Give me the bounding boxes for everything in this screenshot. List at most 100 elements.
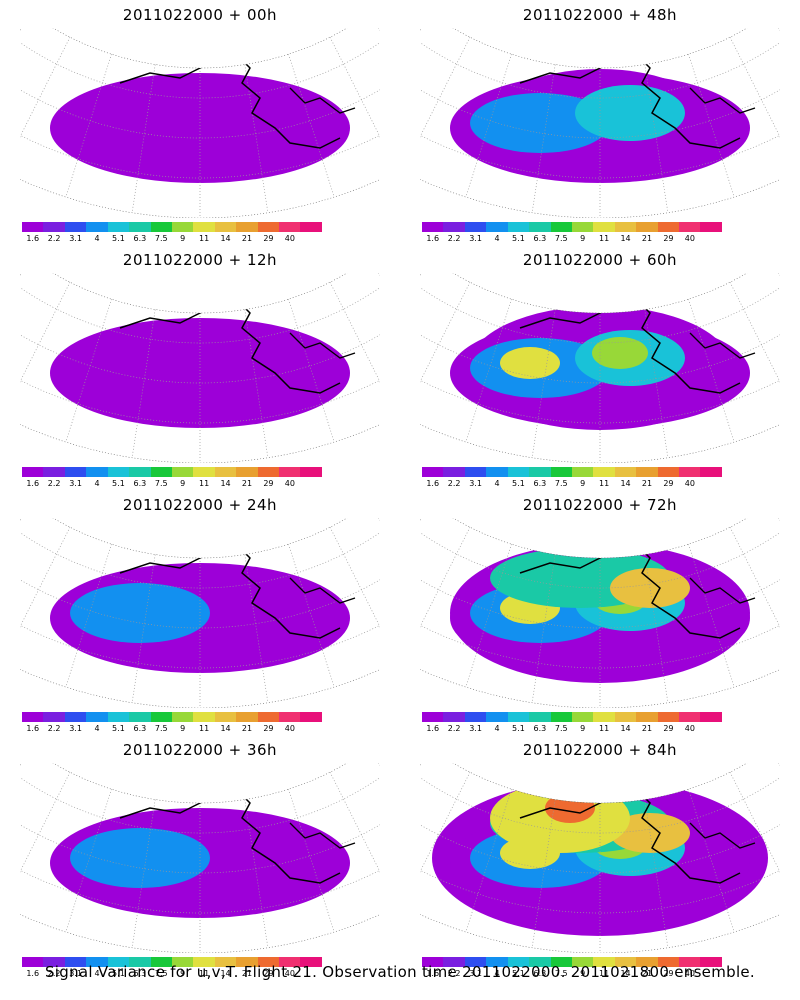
colorbar-swatch [150, 467, 172, 477]
longitude-line [465, 544, 512, 688]
colorbar-tick-label: 11 [599, 479, 610, 488]
longitude-line [288, 789, 335, 933]
longitude-line [288, 299, 335, 443]
colorbar-swatch [614, 222, 637, 232]
colorbar-tick-label: 1.6 [26, 969, 40, 978]
colorbar-swatch [22, 957, 44, 967]
colorbar-tick-label: 21 [641, 969, 653, 978]
colorbar-swatch [22, 222, 44, 232]
colorbar-swatch [300, 957, 322, 967]
colorbar-swatch [236, 957, 258, 967]
colorbar-tick-label: 9 [180, 234, 186, 243]
colorbar-tick-label: 4 [94, 724, 100, 733]
longitude-line [20, 37, 71, 172]
map-panel-24h: 2011022000 + 24h 1.6 2.2 3.1 4 5.1 6.3 7.5 9 11 1… [20, 490, 380, 735]
colorbar-tick-label: 4 [494, 234, 500, 243]
colorbar-swatch [571, 222, 594, 232]
coastline [629, 782, 741, 884]
longitude-line [65, 54, 112, 198]
colorbar-swatch [700, 467, 722, 477]
colorbar-tick-label: 14 [220, 969, 231, 978]
figure-caption: Signal Variance for u,v,T. Flight 21. Ob… [44, 963, 756, 981]
colorbar-swatch [107, 712, 130, 722]
colorbar-swatch [257, 712, 280, 722]
colorbar-ticks: 1.6 2.2 3.1 4 5.1 6.3 7.5 9 11 14 21 29 40 [22, 479, 322, 489]
colorbar-ticks: 1.6 2.2 3.1 4 5.1 6.3 7.5 9 11 14 21 29 40 [22, 234, 322, 244]
colorbar-tick-label: 11 [199, 234, 210, 243]
colorbar-swatch [550, 957, 572, 967]
colorbar-tick-label: 21 [241, 724, 253, 733]
colorbar-tick-label: 5.1 [512, 479, 525, 488]
coastline [229, 782, 341, 884]
colorbar [22, 222, 322, 232]
colorbar-swatch [171, 712, 194, 722]
colorbar-tick-label: 1.6 [426, 479, 440, 488]
panel-title: 2011022000 + 12h [122, 251, 278, 269]
colorbar-tick-label: 7.5 [154, 234, 168, 243]
longitude-line [729, 527, 780, 662]
colorbar-tick-label: 4 [494, 969, 500, 978]
colorbar-swatch [614, 957, 637, 967]
coastline [689, 332, 756, 359]
colorbar-swatch [171, 957, 194, 967]
colorbar-swatch [279, 957, 301, 967]
colorbar-tick-label: 40 [284, 479, 295, 488]
colorbar-swatch [443, 467, 465, 477]
colorbar-swatch [529, 222, 551, 232]
map-panel-36h: 2011022000 + 36h 1.6 2.2 3.1 4 5.1 6.3 7.5 9 11 1… [20, 735, 380, 980]
latitude-line [420, 528, 780, 589]
colorbar-swatch [279, 467, 301, 477]
colorbar-ticks: 1.6 2.2 3.1 4 5.1 6.3 7.5 9 11 14 21 29 40 [422, 479, 722, 489]
colorbar-swatch [150, 712, 172, 722]
colorbar-tick-label: 21 [241, 969, 253, 978]
colorbar-tick-label: 11 [199, 969, 210, 978]
colorbar-tick-label: 14 [220, 479, 231, 488]
colorbar-swatch [422, 222, 444, 232]
colorbar-tick-label: 11 [599, 969, 610, 978]
colorbar-swatch [300, 712, 322, 722]
coastline [689, 87, 756, 114]
variance-field [420, 772, 780, 953]
coastline [689, 577, 756, 604]
colorbar-tick-label: 2.2 [447, 969, 461, 978]
variance-region [592, 337, 648, 369]
colorbar-tick-label: 5.1 [512, 234, 525, 243]
latitude-line [420, 773, 780, 834]
colorbar-tick-label: 1.6 [26, 234, 40, 243]
colorbar-swatch [636, 467, 658, 477]
colorbar-swatch [129, 222, 151, 232]
colorbar-tick-label: 3.1 [469, 479, 482, 488]
colorbar-swatch [700, 957, 722, 967]
colorbar-tick-label: 9 [180, 479, 186, 488]
colorbar-swatch [43, 957, 65, 967]
latitude-line [20, 528, 380, 589]
longitude-line [729, 282, 780, 417]
colorbar-tick-label: 6.3 [133, 724, 147, 733]
colorbar-swatch [529, 712, 551, 722]
colorbar-tick-label: 14 [620, 234, 631, 243]
latitude-line [420, 38, 780, 99]
colorbar-tick-label: 6.3 [533, 969, 547, 978]
map-panel-60h: 2011022000 + 60h 1.6 2.2 3.1 4 5.1 6.3 7.5 9 11 1… [420, 245, 780, 490]
colorbar-swatch [507, 957, 530, 967]
colorbar-swatch [43, 467, 65, 477]
colorbar-tick-label: 6.3 [133, 479, 147, 488]
colorbar-swatch [214, 467, 237, 477]
colorbar-tick-label: 3.1 [469, 234, 482, 243]
colorbar-swatch [636, 712, 658, 722]
coastline [629, 537, 741, 639]
latitude-line [20, 773, 380, 834]
longitude-line [420, 37, 471, 172]
colorbar-swatch [529, 957, 551, 967]
colorbar-swatch [107, 957, 130, 967]
colorbar-tick-label: 1.6 [426, 969, 440, 978]
coastline [289, 577, 356, 604]
colorbar-swatch [700, 712, 722, 722]
colorbar-tick-label: 5.1 [512, 969, 525, 978]
colorbar-swatch [657, 222, 680, 232]
colorbar-swatch [214, 957, 237, 967]
colorbar-tick-label: 40 [284, 234, 295, 243]
colorbar-tick-label: 3.1 [69, 479, 82, 488]
colorbar-tick-label: 5.1 [112, 234, 125, 243]
colorbar-swatch [193, 957, 215, 967]
